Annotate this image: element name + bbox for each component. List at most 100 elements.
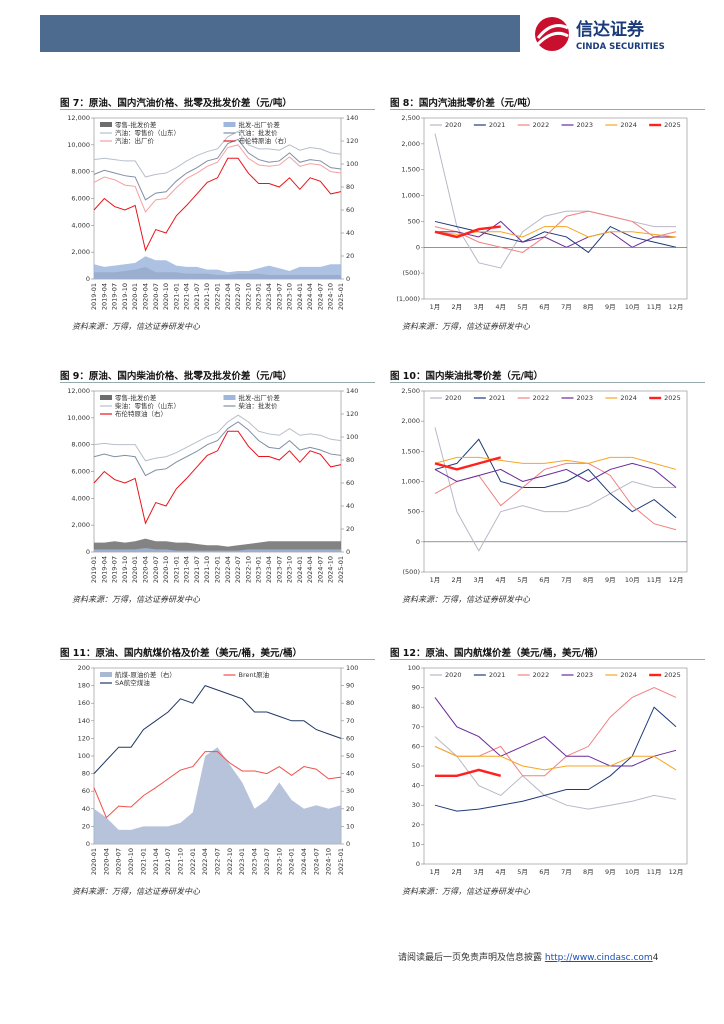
x-tick-label: 2024-04 xyxy=(306,556,314,583)
figure-title: 图 10：国内柴油批零价差（元/吨） xyxy=(390,368,705,383)
x-tick-label: 2023-01 xyxy=(238,848,246,875)
x-tick-label: 2024-10 xyxy=(327,283,335,310)
y-tick-label: 10,000 xyxy=(67,141,90,149)
x-tick-label: 2021-10 xyxy=(203,556,211,583)
y-tick-label: 60 xyxy=(412,742,420,750)
figure: 图 8：国内汽油批零价差（元/吨） (1,000) (500) 0 500 1,000 1,… xyxy=(390,95,705,332)
x-tick-label: 2023-04 xyxy=(265,283,273,310)
y-tick-label: 0 xyxy=(416,860,420,868)
figure-source: 资料来源：万得，信达证券研发中心 xyxy=(402,322,530,331)
x-tick-label: 2023-07 xyxy=(275,283,283,310)
x-tick-label: 2022-10 xyxy=(244,556,252,583)
x-tick-label: 1月 xyxy=(430,868,441,876)
x-tick-label: 2021-04 xyxy=(152,848,160,875)
logo: 信达证券 CINDA SECURITIES xyxy=(535,17,665,52)
line xyxy=(434,456,677,470)
legend-label: 2021 xyxy=(489,121,506,129)
figure-title: 图 11：原油、国内航煤价格及价差（美元/桶，美元/桶） xyxy=(60,645,375,660)
figure: 图 9：原油、国内柴油价格、批零及批发价差（元/吨） 0 2,000 4,000 6,0… xyxy=(60,368,375,605)
x-tick-label: 2020-01 xyxy=(131,556,139,583)
x-tick-label: 9月 xyxy=(605,868,616,876)
y2-tick-label: 0 xyxy=(346,840,350,848)
x-tick-label: 9月 xyxy=(605,303,616,311)
area xyxy=(94,547,341,552)
legend-label: 零售-批发价差 xyxy=(115,120,157,129)
x-tick-label: 2023-07 xyxy=(263,848,271,875)
x-tick-label: 2024-04 xyxy=(300,848,308,875)
x-tick-label: 12月 xyxy=(669,576,684,584)
x-tick-label: 2月 xyxy=(452,576,463,584)
x-tick-label: 2022-04 xyxy=(224,283,232,310)
x-tick-label: 2024-10 xyxy=(327,556,335,583)
x-tick-label: 4月 xyxy=(495,303,506,311)
line xyxy=(434,438,677,519)
y-tick-label: 160 xyxy=(78,699,90,707)
x-tick-label: 6月 xyxy=(539,868,550,876)
y2-tick-label: 50 xyxy=(346,752,354,760)
chart: (500) 0 500 1,000 1,500 2,000 2,500 1月 2月 3月 4月 5月 6… xyxy=(401,387,688,584)
x-tick-label: 2020-01 xyxy=(90,848,98,875)
y2-tick-label: 100 xyxy=(346,664,358,672)
figure: 图 12：原油、国内航煤价差（美元/桶，美元/桶） 0 10 20 30 40 50 60 70… xyxy=(390,645,705,897)
legend-label: 2020 xyxy=(445,394,462,402)
area xyxy=(94,538,341,552)
line xyxy=(434,226,677,238)
x-tick-label: 2022-04 xyxy=(224,556,232,583)
line xyxy=(93,751,342,819)
y-tick-label: 100 xyxy=(408,664,420,672)
line xyxy=(434,768,502,777)
x-tick-label: 2020-10 xyxy=(162,283,170,310)
x-tick-label: 2022-10 xyxy=(244,283,252,310)
x-tick-label: 2019-04 xyxy=(100,283,108,310)
x-tick-label: 5月 xyxy=(517,576,528,584)
legend-label: 2022 xyxy=(533,121,550,129)
line xyxy=(434,427,677,552)
logo-text: 信达证券 xyxy=(576,19,645,40)
line xyxy=(434,745,677,771)
y-tick-label: 60 xyxy=(82,787,90,795)
x-tick-label: 2023-10 xyxy=(286,283,294,310)
y-tick-label: 1,000 xyxy=(401,478,420,486)
x-tick-label: 2023-01 xyxy=(255,556,263,583)
y-tick-label: 6,000 xyxy=(71,468,90,476)
y-tick-label: 2,000 xyxy=(401,140,420,148)
legend-label: 2024 xyxy=(620,121,637,129)
legend-label: 柴油：批发价 xyxy=(239,401,279,410)
y-tick-label: 80 xyxy=(82,770,90,778)
x-tick-label: 11月 xyxy=(647,868,662,876)
x-tick-label: 2021-10 xyxy=(203,283,211,310)
y-tick-label: 30 xyxy=(412,801,420,809)
plot-frame xyxy=(423,117,688,300)
y-tick-label: 0 xyxy=(86,275,90,283)
line xyxy=(93,138,342,201)
legend-label: 航煤-原油价差（右） xyxy=(115,670,176,679)
chart: 0 2,000 4,000 6,000 8,000 10,000 12,000 0 20 40 60… xyxy=(67,114,358,310)
x-tick-label: 2020-04 xyxy=(141,556,149,583)
x-tick-label: 10月 xyxy=(625,303,640,311)
x-tick-label: 4月 xyxy=(495,576,506,584)
y-tick-label: 10,000 xyxy=(67,414,90,422)
y-tick-label: 90 xyxy=(412,684,420,692)
y-tick-label: 0 xyxy=(86,840,90,848)
y-tick-label: 10 xyxy=(412,840,420,848)
legend-label: 2025 xyxy=(664,121,681,129)
y-tick-label: 1,500 xyxy=(401,447,420,455)
figure-source: 资料来源：万得，信达证券研发中心 xyxy=(402,887,530,896)
y2-tick-label: 20 xyxy=(346,525,354,533)
x-tick-label: 2021-07 xyxy=(164,848,172,875)
y2-tick-label: 70 xyxy=(346,717,354,725)
line xyxy=(93,421,342,477)
link[interactable]: http://www.cindasc.com xyxy=(544,953,653,963)
x-tick-label: 6月 xyxy=(539,303,550,311)
x-tick-label: 2024-07 xyxy=(312,848,320,875)
y2-tick-label: 80 xyxy=(346,183,354,191)
x-tick-label: 2021-10 xyxy=(176,848,184,875)
y-tick-label: 2,500 xyxy=(401,114,420,122)
x-tick-label: 7月 xyxy=(561,576,572,584)
y-tick-label: 12,000 xyxy=(67,387,90,395)
y-tick-label: 500 xyxy=(408,217,420,225)
line xyxy=(434,462,677,531)
x-tick-label: 2020-10 xyxy=(127,848,135,875)
figure: 图 11：原油、国内航煤价格及价差（美元/桶，美元/桶） 0 20 40 60 80 100… xyxy=(60,645,375,897)
legend-label: 2021 xyxy=(489,671,506,679)
